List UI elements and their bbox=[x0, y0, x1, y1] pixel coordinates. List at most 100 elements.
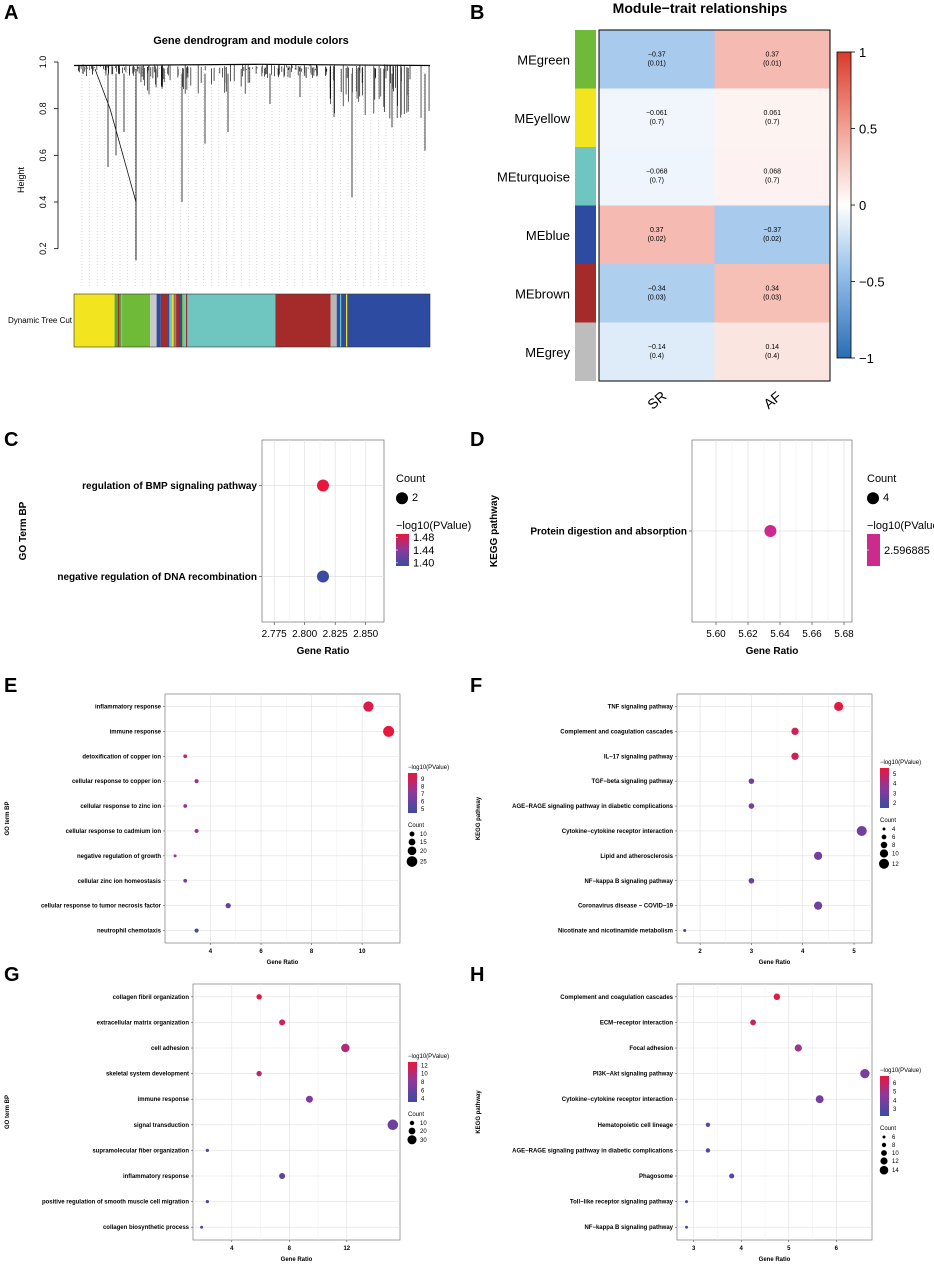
enrichment-point bbox=[773, 993, 781, 1001]
legend-size-marker bbox=[409, 831, 415, 837]
x-tick-label: 8 bbox=[310, 949, 314, 955]
panel-label-e: E bbox=[4, 675, 17, 697]
legend-size-label: 4 bbox=[892, 827, 896, 833]
legend-size-label: 10 bbox=[420, 832, 427, 838]
enrichment-point bbox=[387, 1119, 399, 1131]
enrichment-point bbox=[791, 727, 799, 736]
heatmap-title: Module−trait relationships bbox=[613, 0, 788, 16]
legend-colorbar-label: 6 bbox=[421, 1088, 425, 1094]
module-color-stripe bbox=[168, 294, 170, 347]
enrichment-point bbox=[317, 570, 329, 583]
panel-h-dotplot: Complement and coagulation cascades ECM−r… bbox=[476, 983, 921, 1263]
module-color-segment bbox=[156, 294, 161, 347]
legend-colorbar-label: 5 bbox=[893, 1090, 897, 1096]
x-tick-label: 5 bbox=[787, 1246, 791, 1252]
module-color-stripe bbox=[343, 294, 345, 347]
x-axis-title: Gene Ratio bbox=[759, 960, 791, 966]
heatmap-cell-pvalue: (0.01) bbox=[648, 60, 666, 67]
panel-a-dendrogram: Gene dendrogram and module colors Height 0… bbox=[8, 35, 431, 348]
legend-size-marker bbox=[867, 492, 879, 505]
colorbar-tick-label: 0.5 bbox=[859, 122, 877, 137]
plot-frame bbox=[192, 983, 401, 1241]
legend-size-marker bbox=[881, 834, 887, 840]
enrichment-point bbox=[279, 1172, 286, 1180]
dendrogram-y-tick-label: 0.4 bbox=[38, 196, 48, 209]
legend-colorbar-label: 6 bbox=[893, 1081, 897, 1087]
category-label: Coronavirus disease − COVID−19 bbox=[578, 904, 674, 910]
legend-size-label: 15 bbox=[420, 840, 427, 846]
enrichment-point bbox=[341, 1043, 350, 1053]
panel-label-c: C bbox=[4, 429, 18, 451]
x-tick-label: 2.800 bbox=[292, 629, 317, 640]
legend-colorbar-label: 2 bbox=[893, 801, 897, 807]
heatmap-row-label: MEgrey bbox=[525, 345, 570, 360]
category-label: Complement and coagulation cascades bbox=[560, 995, 673, 1001]
x-axis-title: Gene Ratio bbox=[267, 960, 299, 966]
category-label: Nicotinate and nicotinamide metabolism bbox=[558, 929, 673, 935]
enrichment-point bbox=[183, 804, 188, 808]
legend-size-marker bbox=[881, 1150, 887, 1156]
module-color-segment bbox=[275, 294, 331, 347]
legend-colorbar-label: 7 bbox=[421, 792, 425, 798]
x-tick-label: 2 bbox=[698, 949, 702, 955]
x-tick-label: 4 bbox=[209, 949, 213, 955]
heatmap-cell-value: 0.061 bbox=[763, 110, 781, 117]
heatmap-cell-value: 0.37 bbox=[765, 51, 779, 58]
dendrogram-root-branch bbox=[73, 63, 431, 67]
panel-label-f: F bbox=[470, 675, 482, 697]
enrichment-point bbox=[256, 1070, 262, 1077]
heatmap-cell-pvalue: (0.02) bbox=[648, 236, 666, 243]
dendrogram-y-tick-label: 1.0 bbox=[38, 56, 48, 69]
legend-size-marker bbox=[879, 858, 889, 869]
x-tick-label: 5.66 bbox=[802, 629, 822, 640]
x-tick-label: 6 bbox=[835, 1246, 839, 1252]
category-label: collagen biosynthetic process bbox=[103, 1225, 190, 1231]
legend-size-label: 6 bbox=[892, 1135, 896, 1141]
enrichment-point bbox=[748, 778, 755, 784]
module-color-stripe bbox=[178, 294, 180, 347]
heatmap-cell-pvalue: (0.02) bbox=[763, 236, 781, 243]
legend-size-marker bbox=[408, 838, 416, 846]
module-color-stripe bbox=[175, 294, 177, 347]
legend-count-title: Count bbox=[880, 1126, 896, 1132]
x-tick-label: 4 bbox=[801, 949, 805, 955]
legend-colorbar bbox=[867, 534, 880, 566]
legend-colorbar-label: 8 bbox=[421, 785, 425, 791]
color-bar-frame bbox=[73, 293, 431, 348]
enrichment-point bbox=[815, 1095, 824, 1104]
x-tick-label: 4 bbox=[740, 1246, 744, 1252]
enrichment-point bbox=[205, 1148, 209, 1153]
enrichment-point bbox=[183, 878, 188, 883]
panel-label-h: H bbox=[470, 964, 484, 986]
heatmap-cell-pvalue: (0.01) bbox=[763, 60, 781, 67]
legend-colorbar-label: 4 bbox=[421, 1097, 425, 1103]
legend-colorbar-label: 1.44 bbox=[413, 545, 434, 557]
legend-size-marker bbox=[408, 1127, 416, 1135]
x-tick-label: 5.60 bbox=[706, 629, 726, 640]
category-label: Phagosome bbox=[639, 1174, 674, 1180]
legend-size-label: 2 bbox=[412, 492, 418, 504]
category-label: detoxification of copper ion bbox=[82, 754, 161, 760]
category-label: Hematopoietic cell lineage bbox=[598, 1123, 674, 1129]
heatmap-cell-value: −0.068 bbox=[646, 168, 668, 175]
heatmap-cell bbox=[599, 322, 715, 381]
dendrogram-y-tick-label: 0.8 bbox=[38, 102, 48, 115]
category-label: cellular response to copper ion bbox=[72, 779, 161, 785]
plot-frame bbox=[676, 693, 873, 944]
heatmap-cell-value: −0.14 bbox=[648, 344, 666, 351]
legend-size-label: 8 bbox=[892, 843, 896, 849]
module-color-segment bbox=[336, 294, 430, 347]
x-tick-label: 5.62 bbox=[738, 629, 758, 640]
category-label: Lipid and atherosclerosis bbox=[600, 854, 673, 860]
heatmap-cell-pvalue: (0.7) bbox=[765, 119, 779, 126]
legend-size-label: 20 bbox=[420, 1129, 427, 1135]
legend-size-marker bbox=[396, 492, 408, 505]
enrichment-point bbox=[834, 701, 844, 712]
enrichment-point bbox=[764, 525, 777, 537]
dendrogram-branch bbox=[109, 108, 137, 203]
heatmap-cell-pvalue: (0.4) bbox=[765, 353, 779, 360]
heatmap-cell bbox=[714, 264, 830, 323]
dendrogram-branch bbox=[94, 68, 111, 109]
colorbar-tick-label: −0.5 bbox=[859, 275, 885, 290]
enrichment-point bbox=[279, 1019, 286, 1026]
